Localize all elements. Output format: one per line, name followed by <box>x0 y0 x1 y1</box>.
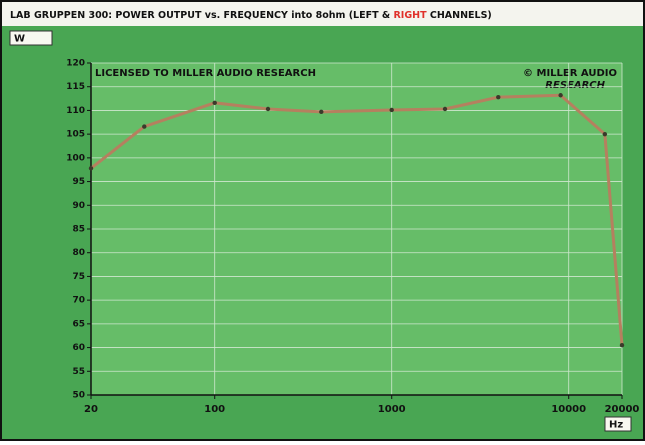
title-part: CHANNELS) <box>427 10 492 21</box>
y-tick-label: 95 <box>72 177 85 187</box>
y-tick-label: 120 <box>66 59 85 69</box>
annotation: RESEARCH <box>545 80 605 91</box>
data-point <box>212 100 217 106</box>
data-point <box>319 109 324 115</box>
y-tick-label: 110 <box>66 106 85 116</box>
y-tick-label: 85 <box>72 225 85 235</box>
y-tick-label: 75 <box>72 272 85 282</box>
data-point <box>619 343 625 348</box>
annotation: © MILLER AUDIO <box>523 68 617 79</box>
data-point <box>389 107 394 113</box>
y-tick-label: 55 <box>72 367 85 377</box>
y-tick-label: 70 <box>72 296 85 306</box>
y-tick-label: 115 <box>66 82 85 92</box>
y-tick-label: 50 <box>72 391 85 401</box>
annotation: LICENSED TO MILLER AUDIO RESEARCH <box>95 68 316 79</box>
data-point <box>602 131 608 137</box>
y-tick-label: 80 <box>72 248 85 258</box>
data-point <box>265 106 271 112</box>
y-tick-label: 65 <box>72 319 85 329</box>
title-part: LAB GRUPPEN 300: POWER OUTPUT vs. FREQUE… <box>10 10 393 21</box>
x-tick-label: 1000 <box>378 404 406 415</box>
y-unit: W <box>14 34 25 45</box>
y-tick-label: 60 <box>72 343 85 353</box>
x-tick-label: 100 <box>204 404 225 415</box>
title-bar <box>2 2 643 26</box>
x-tick-label: 20 <box>84 404 98 415</box>
x-tick-label: 10000 <box>551 404 586 415</box>
y-unit-box <box>9 30 53 46</box>
data-point <box>496 94 501 100</box>
x-unit-box <box>604 416 632 432</box>
data-point <box>88 166 94 171</box>
x-tick-label: 20000 <box>605 404 640 415</box>
data-point <box>142 124 147 129</box>
chart-title: LAB GRUPPEN 300: POWER OUTPUT vs. FREQUE… <box>10 10 492 21</box>
data-point <box>442 106 448 112</box>
x-unit: Hz <box>609 420 623 431</box>
data-point <box>558 93 563 98</box>
y-tick-label: 105 <box>66 130 85 140</box>
y-tick-label: 90 <box>72 201 85 211</box>
title-part: RIGHT <box>393 10 427 21</box>
y-tick-label: 100 <box>66 153 85 163</box>
